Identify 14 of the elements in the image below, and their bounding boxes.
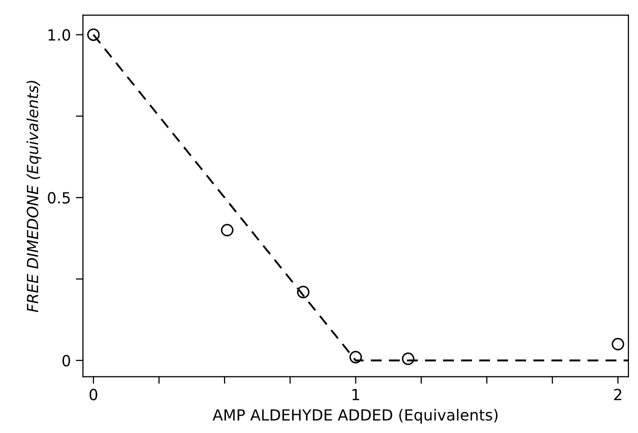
y-tick-label: 0 <box>62 354 70 366</box>
point <box>349 350 362 364</box>
point <box>612 338 624 350</box>
point <box>220 224 234 236</box>
x-axis-title: AMP ALDEHYDE ADDED (Equivalents) <box>212 408 498 424</box>
x-tick-label: 2 <box>614 388 622 400</box>
y-tick-label: 1.0 <box>48 29 70 41</box>
y-tick-label: 0.5 <box>48 192 70 204</box>
x-tick-label: 1 <box>352 388 360 400</box>
x-tick-label: 0 <box>90 388 98 400</box>
point <box>296 286 310 298</box>
point <box>87 28 100 41</box>
point <box>402 352 414 366</box>
y-axis-title: FREE DIMEDONE (Equivalents) <box>26 80 42 312</box>
